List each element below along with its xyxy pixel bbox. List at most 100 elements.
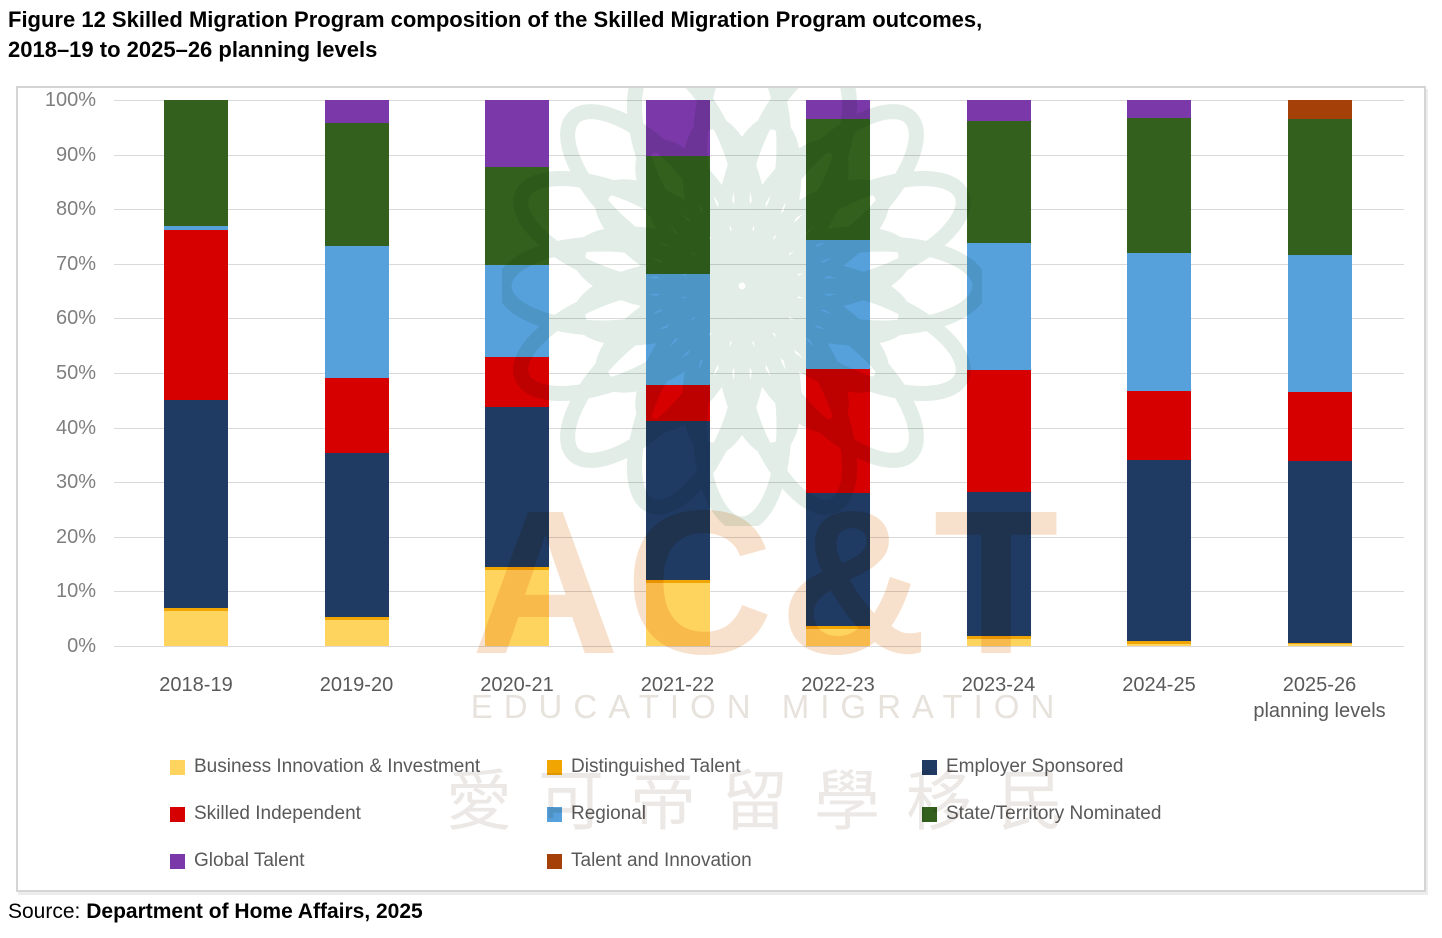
source-note: Source: Department of Home Affairs, 2025 bbox=[8, 900, 423, 924]
x-axis-label: 2025-26 planning levels bbox=[1235, 672, 1405, 724]
plot-area bbox=[114, 100, 1404, 647]
segment-skilled-independent bbox=[645, 385, 710, 422]
segment-employer-sponsored bbox=[324, 453, 389, 618]
bar-2024-25 bbox=[1127, 100, 1191, 646]
segment-skilled-independent bbox=[806, 369, 870, 494]
segment-distinguished-talent bbox=[1287, 642, 1352, 645]
x-axis-label: 2022-23 bbox=[753, 672, 923, 698]
gridline bbox=[114, 373, 1404, 374]
y-axis-label: 50% bbox=[55, 362, 96, 384]
segment-business-innovation-investment bbox=[324, 619, 389, 646]
segment-employer-sponsored bbox=[164, 400, 228, 608]
segment-business-innovation-investment bbox=[164, 610, 228, 646]
segment-employer-sponsored bbox=[485, 407, 549, 567]
segment-employer-sponsored bbox=[1127, 459, 1191, 642]
y-axis-label: 30% bbox=[55, 471, 96, 494]
gridline bbox=[114, 318, 1404, 320]
segment-business-innovation-investment bbox=[485, 569, 549, 646]
segment-global-talent bbox=[485, 100, 549, 167]
x-axis-label: 2024-25 bbox=[1074, 672, 1244, 698]
legend-label: Distinguished Talent bbox=[571, 756, 741, 777]
legend-label: Regional bbox=[571, 803, 646, 824]
bar-2020-21 bbox=[485, 100, 549, 646]
source-prefix: Source: bbox=[8, 900, 87, 923]
bar-2019-20 bbox=[324, 100, 389, 646]
source-text: Department of Home Affairs, 2025 bbox=[86, 900, 423, 923]
legend-item-business-innovation-investment: Business Innovation & Investment bbox=[170, 756, 480, 778]
legend-label: Global Talent bbox=[194, 850, 305, 871]
segment-distinguished-talent bbox=[1127, 641, 1191, 644]
segment-skilled-independent bbox=[1127, 390, 1191, 460]
segment-regional bbox=[645, 274, 710, 386]
x-axis-label: 2023-24 bbox=[914, 672, 1084, 698]
bar-2021-22 bbox=[645, 100, 710, 646]
legend-swatch-employer-sponsored bbox=[922, 759, 937, 775]
segment-state-territory-nominated bbox=[966, 121, 1031, 244]
gridline bbox=[114, 482, 1404, 484]
segment-state-territory-nominated bbox=[1287, 118, 1352, 255]
bar-2023-24 bbox=[966, 100, 1031, 646]
y-axis-label: 20% bbox=[55, 525, 96, 548]
segment-state-territory-nominated bbox=[164, 100, 228, 226]
segment-state-territory-nominated bbox=[645, 155, 710, 275]
x-axis-label-year: 2021-22 bbox=[640, 674, 715, 696]
segment-business-innovation-investment bbox=[966, 638, 1031, 646]
legend-label: Talent and Innovation bbox=[571, 850, 752, 871]
segment-skilled-independent bbox=[324, 378, 389, 454]
x-axis-label-year: 2020-21 bbox=[480, 674, 554, 696]
legend-item-state-territory-nominated: State/Territory Nominated bbox=[922, 803, 1161, 825]
x-axis-label-sub: planning levels bbox=[1253, 700, 1386, 722]
segment-regional bbox=[1287, 254, 1352, 392]
segment-regional bbox=[806, 239, 870, 370]
bar-2025-26 bbox=[1287, 100, 1352, 646]
x-axis-label-year: 2018-19 bbox=[159, 674, 233, 696]
gridline bbox=[114, 100, 1404, 101]
segment-regional bbox=[164, 225, 228, 230]
segment-distinguished-talent bbox=[645, 579, 710, 583]
legend-item-regional: Regional bbox=[547, 803, 646, 825]
gridline bbox=[114, 154, 1404, 156]
segment-regional bbox=[1127, 253, 1191, 391]
legend-label: Employer Sponsored bbox=[946, 756, 1124, 777]
segment-distinguished-talent bbox=[966, 636, 1031, 639]
gridline bbox=[114, 263, 1404, 265]
gridline bbox=[114, 591, 1404, 593]
segment-global-talent bbox=[645, 100, 710, 156]
segment-global-talent bbox=[324, 100, 389, 123]
segment-employer-sponsored bbox=[966, 491, 1031, 637]
segment-regional bbox=[966, 243, 1031, 371]
segment-regional bbox=[324, 245, 389, 379]
figure-title: Figure 12 Skilled Migration Program comp… bbox=[8, 5, 1428, 65]
legend-swatch-global-talent bbox=[170, 853, 185, 869]
x-axis-label: 2018-19 bbox=[111, 672, 281, 698]
y-axis-label: 100% bbox=[44, 89, 96, 111]
gridline bbox=[114, 646, 1404, 647]
legend-swatch-regional bbox=[547, 806, 562, 822]
segment-distinguished-talent bbox=[806, 626, 870, 630]
legend-item-global-talent: Global Talent bbox=[170, 850, 305, 872]
legend-swatch-distinguished-talent bbox=[547, 759, 562, 775]
segment-business-innovation-investment bbox=[806, 629, 870, 646]
y-axis-label: 0% bbox=[67, 635, 96, 657]
segment-business-innovation-investment bbox=[1127, 643, 1191, 646]
y-axis-label: 80% bbox=[55, 198, 96, 221]
legend-label: State/Territory Nominated bbox=[946, 803, 1162, 824]
x-axis-label-year: 2019-20 bbox=[319, 674, 394, 696]
legend-item-employer-sponsored: Employer Sponsored bbox=[922, 756, 1123, 778]
segment-employer-sponsored bbox=[806, 493, 870, 627]
legend-swatch-state-territory-nominated bbox=[922, 806, 937, 822]
x-axis-label-year: 2025-26 bbox=[1282, 674, 1357, 696]
segment-global-talent bbox=[1127, 100, 1191, 118]
x-axis-label-year: 2022-23 bbox=[801, 674, 875, 696]
segment-business-innovation-investment bbox=[1287, 644, 1352, 646]
segment-talent-and-innovation bbox=[1287, 100, 1352, 119]
legend-label: Skilled Independent bbox=[194, 803, 361, 824]
x-axis-label: 2021-22 bbox=[593, 672, 763, 698]
y-axis-label: 70% bbox=[55, 252, 96, 275]
gridline bbox=[114, 427, 1404, 429]
segment-global-talent bbox=[806, 100, 870, 120]
segment-global-talent bbox=[966, 100, 1031, 122]
segment-employer-sponsored bbox=[1287, 460, 1352, 643]
bar-2022-23 bbox=[806, 100, 870, 646]
x-axis-label: 2019-20 bbox=[272, 672, 442, 698]
